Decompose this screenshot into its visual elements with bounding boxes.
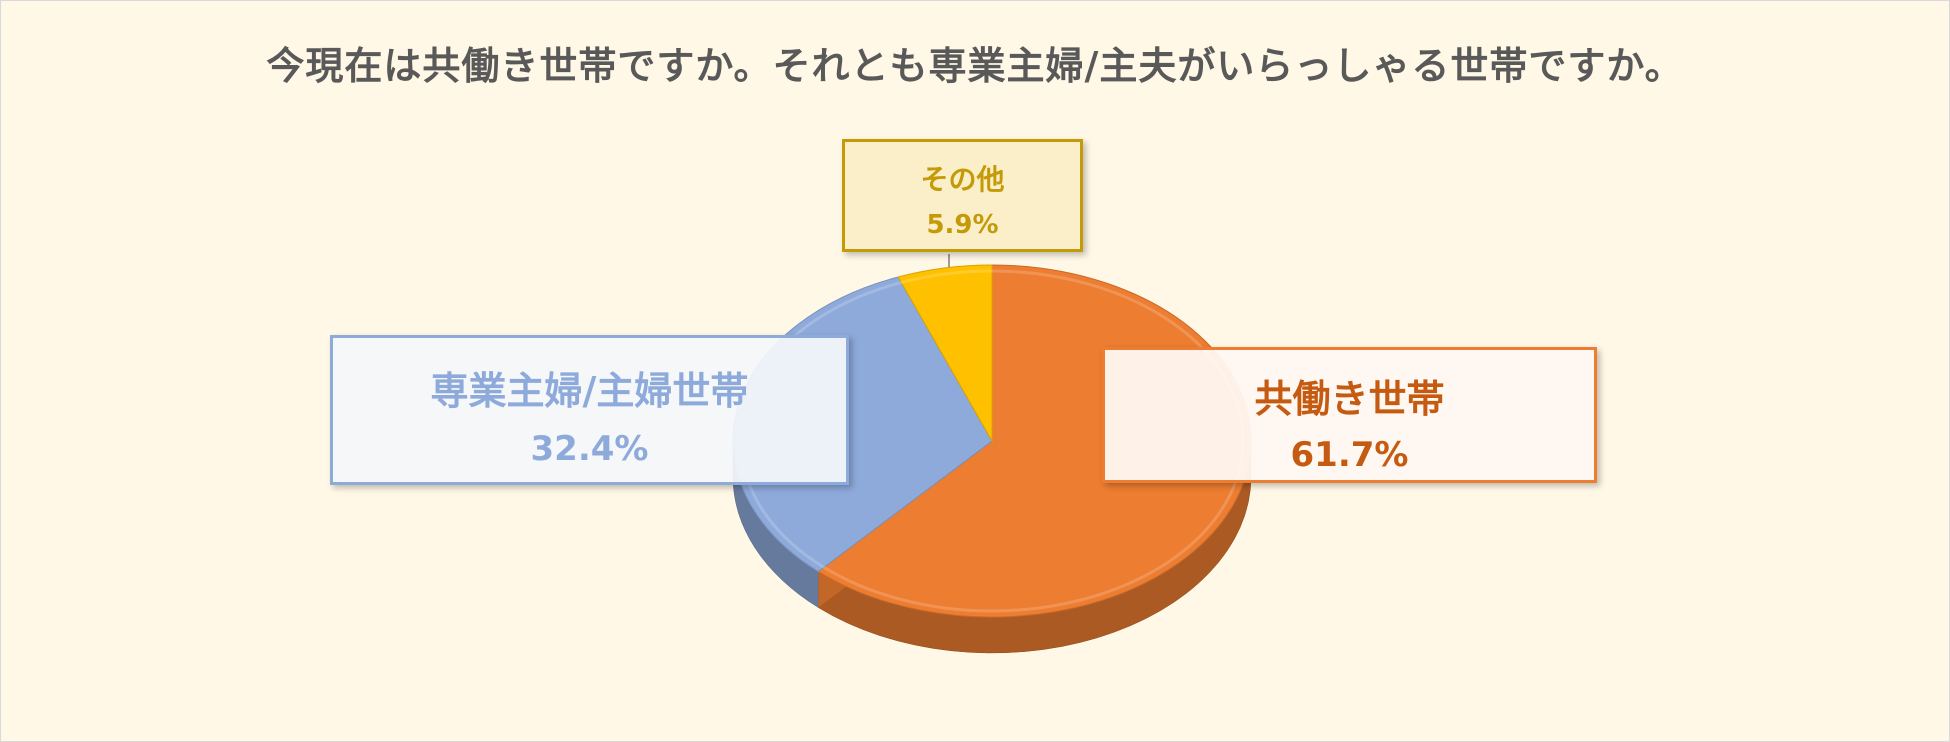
data-label-housewife-value: 32.4% xyxy=(530,429,649,469)
data-label-other-name: その他 xyxy=(920,163,1005,196)
data-label-dual-income-name: 共働き世帯 xyxy=(1254,377,1445,421)
chart-title: 今現在は共働き世帯ですか。それとも専業主婦/主夫がいらっしゃる世帯ですか。 xyxy=(266,44,1684,88)
data-label-dual-income: 共働き世帯 61.7% xyxy=(1102,347,1597,483)
data-label-other-value: 5.9% xyxy=(926,210,999,240)
data-label-housewife-name: 専業主婦/主婦世帯 xyxy=(430,369,749,413)
pie-slice-slice-2 xyxy=(897,264,993,443)
data-label-housewife: 専業主婦/主婦世帯 32.4% xyxy=(330,335,849,485)
data-label-dual-income-value: 61.7% xyxy=(1290,435,1409,475)
data-label-other: その他 5.9% xyxy=(842,139,1083,252)
